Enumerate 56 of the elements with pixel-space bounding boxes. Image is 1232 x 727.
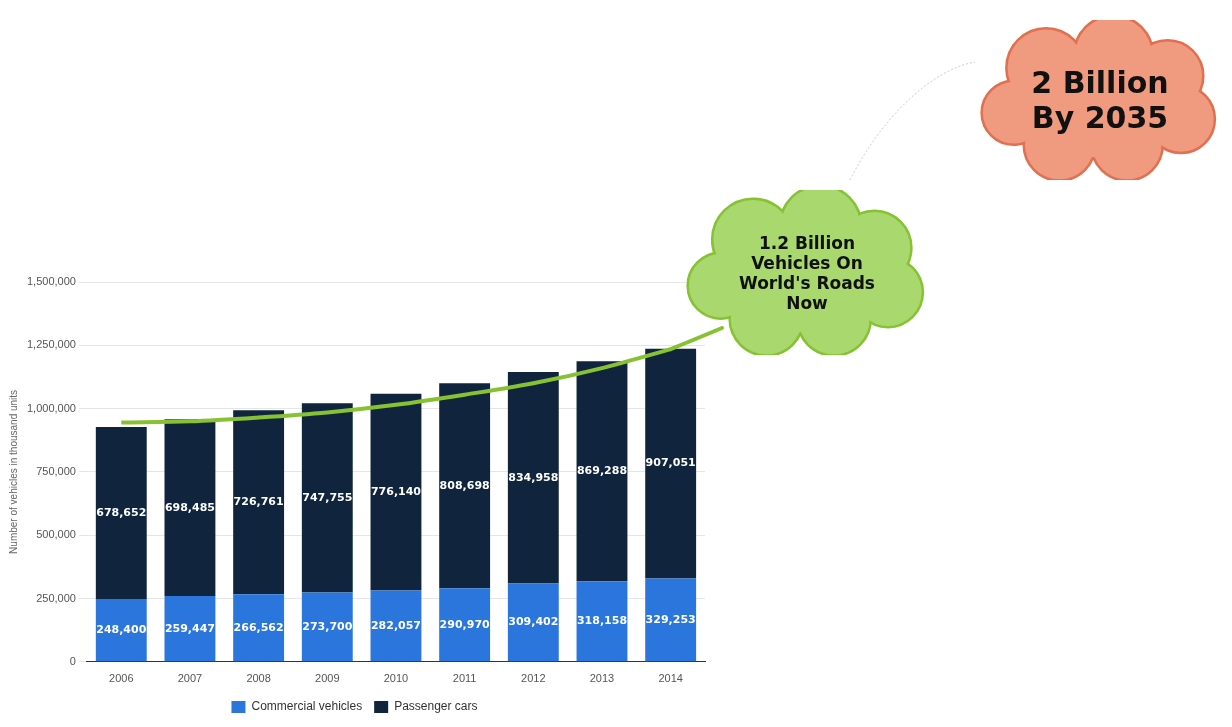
data-label: 776,140 <box>370 484 422 498</box>
bar <box>370 393 422 591</box>
text: 1.2 Billion Vehicles On World's Roads Now <box>738 231 876 315</box>
y-tick-label: 0 <box>69 654 76 667</box>
bar <box>164 419 216 597</box>
data-label: 266,562 <box>233 620 284 634</box>
data-label: 834,958 <box>508 470 559 484</box>
data-label: 318,158 <box>576 614 628 628</box>
bar <box>301 592 353 662</box>
bar <box>645 578 697 662</box>
data-label: 248,400 <box>96 622 147 636</box>
bar <box>507 583 559 662</box>
legend-label: Commercial vehicles <box>251 699 363 714</box>
y-tick-label: 1,250,000 <box>27 338 76 351</box>
y-tick-label: 1,000,000 <box>27 401 76 414</box>
x-tick-label: 2012 <box>521 672 546 685</box>
bar <box>301 403 353 593</box>
x-tick-label: 2007 <box>177 672 203 685</box>
x-tick-label: 2014 <box>658 672 683 685</box>
bar <box>164 596 216 662</box>
bar <box>233 410 285 595</box>
x-tick-label: 2008 <box>246 672 271 685</box>
data-label: 907,051 <box>645 456 696 470</box>
bar <box>576 361 628 582</box>
legend-label: Passenger cars <box>394 699 478 714</box>
data-label: 273,700 <box>302 619 353 633</box>
data-label: 808,698 <box>439 478 490 492</box>
x-tick-label: 2013 <box>589 672 615 685</box>
bar <box>439 588 491 662</box>
y-tick-label: 1,500,000 <box>27 275 76 288</box>
data-label: 698,485 <box>164 500 215 514</box>
data-label: 329,253 <box>645 612 696 626</box>
bar <box>95 427 147 599</box>
bar <box>233 594 285 662</box>
y-tick-label: 500,000 <box>36 528 76 541</box>
y-tick-label: 250,000 <box>36 591 76 604</box>
data-label: 747,755 <box>302 490 353 504</box>
y-tick-label: 750,000 <box>36 464 76 477</box>
bar <box>95 598 147 662</box>
data-label: 869,288 <box>576 464 628 478</box>
data-label: 726,761 <box>233 495 284 509</box>
bar <box>439 383 491 589</box>
data-label: 282,057 <box>370 618 422 632</box>
bar <box>507 372 559 584</box>
data-label: 678,652 <box>96 505 147 519</box>
x-tick-label: 2009 <box>315 672 340 685</box>
y-axis-title: Number of vehicles in thousand units <box>7 389 19 554</box>
data-label: 309,402 <box>508 615 559 629</box>
data-label: 290,970 <box>439 617 491 631</box>
bar <box>576 581 628 662</box>
data-label: 259,447 <box>164 621 215 635</box>
x-tick-label: 2010 <box>383 672 409 685</box>
x-tick-label: 2011 <box>452 672 477 685</box>
bar <box>370 590 422 662</box>
text: 2 Billion By 2035 <box>1030 64 1170 137</box>
x-tick-label: 2006 <box>109 672 134 685</box>
